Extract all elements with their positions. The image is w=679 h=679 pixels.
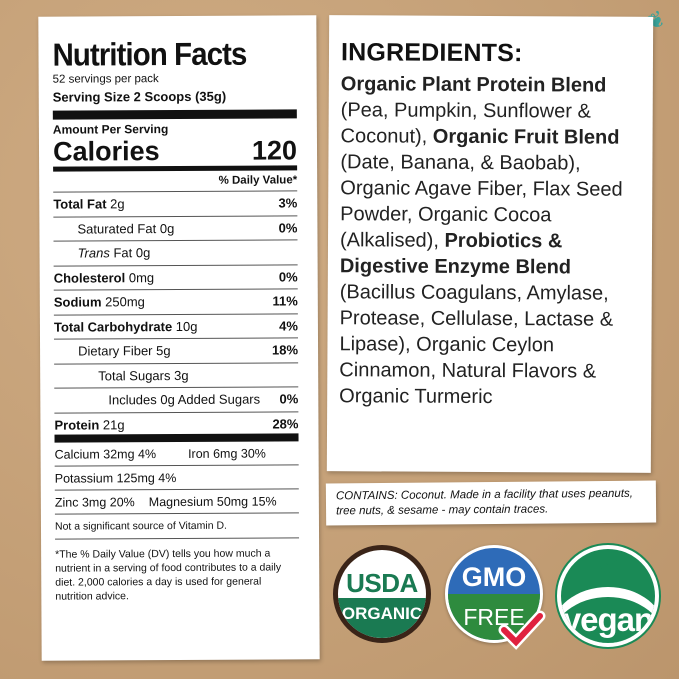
ingredient-blend-name: Organic Fruit Blend [432,125,620,149]
servings-per-pack: 52 servings per pack [52,73,159,86]
nutrient-amount: 5g [156,343,171,359]
nutrient-label: Trans [77,245,110,261]
calories-value: 120 [251,135,298,166]
nutrient-row: Dietary Fiber 5g 18% [54,338,299,365]
sprout-icon [599,559,622,587]
nutrient-amount: 0g [159,220,175,236]
daily-value-header: % Daily Value* [53,170,298,193]
nutrient-row: Protein 21g 28% [54,411,299,443]
nutrient-amount: 3g [174,367,189,383]
nutrient-row: Saturated Fat 0g 0% [53,215,298,242]
nutrient-label: Includes 0g Added Sugars [108,391,261,408]
usda-text: USDA [346,568,418,598]
checkmark-icon [498,610,546,650]
ingredients-panel: INGREDIENTS: Organic Plant Protein Blend… [326,15,654,473]
nutrient-label: Saturated Fat [77,220,157,237]
nutrient-row: Total Fat 2g 3% [53,191,298,218]
mineral-value: Iron 6mg 30% [188,446,266,461]
vegan-badge: vegan [557,545,659,647]
mineral-value: Zinc 3mg 20% [54,494,135,510]
calories-label: Calories [52,136,160,167]
mineral-row: Zinc 3mg 20% Magnesium 50mg 15% [54,488,299,515]
nutrient-label: Dietary Fiber [78,343,153,359]
vegan-text: vegan [562,601,654,638]
nutrient-amount: 0mg [128,269,155,285]
nutrient-dv: 0% [278,219,298,235]
nutrient-amount: 21g [102,416,125,432]
nutrient-dv: 4% [279,317,298,333]
ingredient-blend-name: Organic Plant Protein Blend [340,73,607,97]
mineral-value: Potassium 125mg 4% [54,470,177,486]
mineral-row: Calcium 32mg 4% Iron 6mg 30% [54,440,299,467]
nutrition-facts-label: Nutrition Facts 52 servings per pack Ser… [38,15,320,661]
mineral-value: Calcium 32mg 4% [54,446,157,462]
nutrient-row: Trans Fat 0g [53,240,298,267]
nutrient-label: Total Sugars [98,367,171,383]
nutrient-amount: Fat 0g [113,245,151,261]
vitamin-d-note: Not a significant source of Vitamin D. [54,512,300,540]
ingredients-list: Organic Plant Protein Blend (Pea, Pumpki… [339,71,649,411]
nutrient-dv: 11% [272,293,298,309]
nutrient-row: Sodium 250mg 11% [53,289,298,316]
nutrient-dv: 0% [279,391,299,407]
nutrient-label: Protein [54,416,100,433]
serving-size: Serving Size 2 Scoops (35g) [52,85,297,120]
organic-text: ORGANIC [341,604,423,623]
nutrient-label: Sodium [53,294,102,310]
allergen-statement: CONTAINS: Coconut. Made in a facility th… [325,480,657,526]
nutrient-row: Cholesterol 0mg 0% [53,264,298,291]
nutrient-row: Includes 0g Added Sugars 0% [54,387,299,414]
nutrient-label: Total Carbohydrate [53,318,173,335]
calories-row: Calories 120 [52,135,298,172]
nutrient-dv: 0% [278,268,298,284]
nutrient-label: Cholesterol [53,269,126,286]
usda-organic-badge: USDA ORGANIC [333,545,431,643]
nutrient-amount: 2g [110,196,125,212]
gmo-text: GMO [461,562,527,592]
mineral-row: Potassium 125mg 4% [54,464,299,491]
nutrient-dv: 3% [278,195,298,211]
mineral-value: Magnesium 50mg 15% [148,493,277,509]
daily-value-footnote: *The % Daily Value (DV) tells you how mu… [55,547,282,603]
free-text: FREE [463,604,525,630]
nutrient-dv: 18% [271,342,299,358]
ingredients-title: INGREDIENTS: [340,38,523,68]
nutrition-title: Nutrition Facts [52,35,247,73]
nutrient-amount: 250mg [105,294,145,310]
ingredient-text: (Bacillus Coagulans, Amylase, Protease, … [339,281,614,409]
nutrient-dv: 28% [272,415,299,432]
nutrient-amount: 10g [175,318,198,334]
nutrient-label: Total Fat [53,196,107,212]
nutrient-row: Total Sugars 3g [54,362,299,389]
nutrient-row: Total Carbohydrate 10g 4% [53,313,299,340]
amount-per-serving: Amount Per Serving [52,122,169,137]
